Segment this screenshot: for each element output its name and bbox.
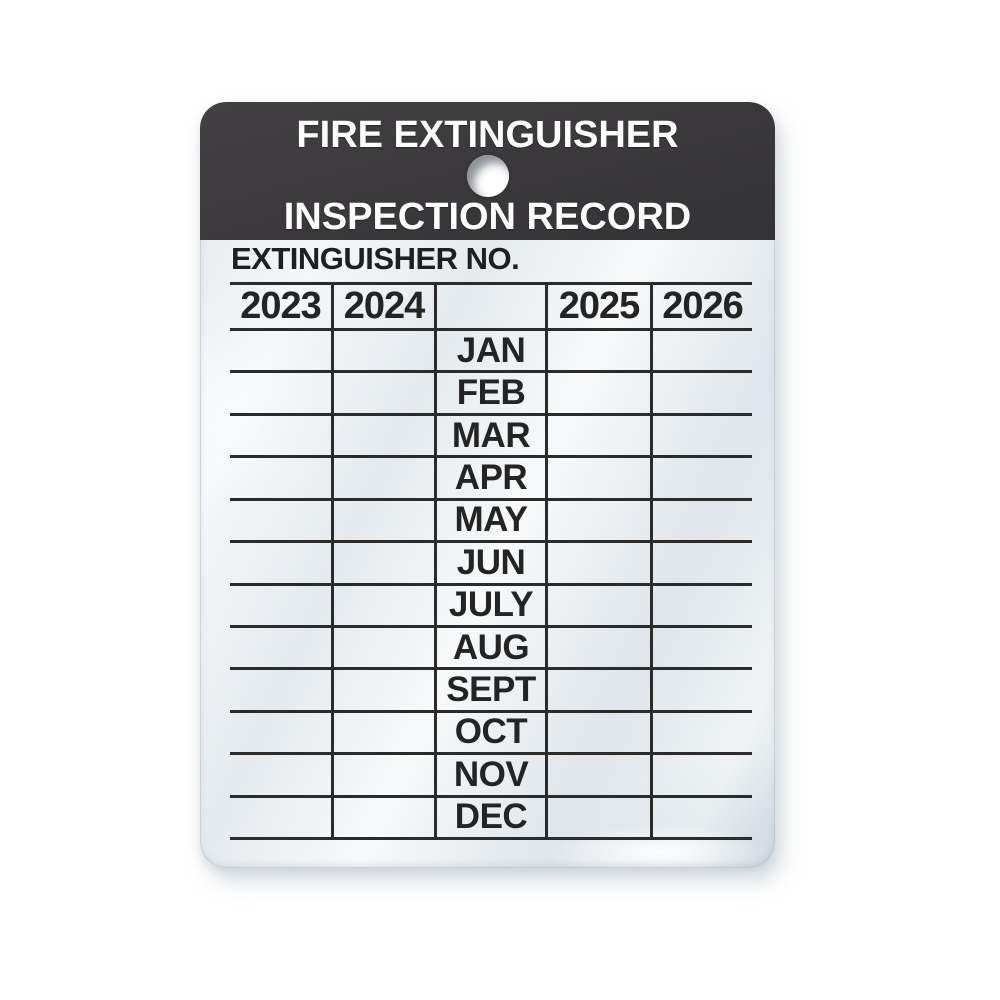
mark-cell: [230, 752, 331, 794]
year-header-cell: 2024: [331, 282, 434, 328]
mark-cell: [650, 540, 752, 583]
mark-cell: [230, 370, 331, 412]
mark-cell: [545, 752, 650, 795]
month-label-cell: MAR: [434, 412, 545, 456]
month-label-cell: FEB: [434, 370, 545, 413]
mark-cell: [650, 412, 752, 456]
extinguisher-no-label: EXTINGUISHER NO.: [231, 241, 520, 276]
mark-cell: [230, 455, 331, 497]
month-label-cell: JUN: [434, 540, 545, 583]
mark-cell: [331, 370, 434, 413]
mark-cell: [650, 582, 752, 625]
mark-cell: [230, 328, 331, 370]
month-label-cell: OCT: [434, 709, 545, 753]
month-label-cell: DEC: [434, 794, 545, 837]
month-label-cell: APR: [434, 455, 545, 498]
year-header-cell: 2025: [545, 282, 650, 328]
inspection-tag: FIRE EXTINGUISHER INSPECTION RECORD EXTI…: [200, 102, 775, 868]
mark-cell: [545, 582, 650, 625]
year-header-cell: 2023: [230, 282, 331, 328]
tag-header: FIRE EXTINGUISHER INSPECTION RECORD: [200, 102, 775, 240]
mark-cell: [545, 370, 650, 413]
punch-hole: [467, 155, 509, 197]
month-label-cell: SEPT: [434, 667, 545, 710]
mark-cell: [650, 667, 752, 710]
month-label-cell: AUG: [434, 624, 545, 668]
mark-cell: [230, 582, 331, 625]
mark-cell: [230, 624, 331, 667]
year-header-cell: 2026: [650, 282, 752, 328]
mark-cell: [545, 497, 650, 541]
mark-cell: [230, 497, 331, 540]
mark-cell: [331, 709, 434, 753]
mark-cell: [230, 412, 331, 455]
mark-cell: [650, 370, 752, 413]
mark-cell: [230, 794, 331, 837]
mark-cell: [650, 497, 752, 541]
mark-cell: [545, 328, 650, 371]
month-label-cell: JAN: [434, 328, 545, 371]
tag-title-line2: INSPECTION RECORD: [283, 196, 692, 238]
mark-cell: [331, 497, 434, 541]
mark-cell: [545, 540, 650, 583]
mark-cell: [545, 412, 650, 456]
mark-cell: [230, 709, 331, 752]
mark-cell: [650, 794, 752, 837]
mark-cell: [331, 455, 434, 498]
mark-cell: [331, 624, 434, 668]
mark-cell: [230, 540, 331, 582]
mark-cell: [545, 624, 650, 668]
mark-cell: [331, 412, 434, 456]
mark-cell: [650, 709, 752, 753]
inspection-table: 2023 2024 2025 2026 JAN FEB MAR APR MAY JUN JULY AU…: [230, 282, 752, 840]
mark-cell: [331, 794, 434, 837]
mark-cell: [650, 624, 752, 668]
mark-cell: [331, 667, 434, 710]
mark-cell: [434, 282, 545, 328]
tag-title-line1: FIRE EXTINGUISHER: [296, 114, 679, 156]
mark-cell: [650, 752, 752, 795]
mark-cell: [545, 455, 650, 498]
mark-cell: [331, 752, 434, 795]
mark-cell: [545, 709, 650, 753]
mark-cell: [545, 794, 650, 837]
mark-cell: [230, 667, 331, 709]
month-label-cell: MAY: [434, 497, 545, 541]
mark-cell: [650, 328, 752, 371]
mark-cell: [650, 455, 752, 498]
mark-cell: [331, 582, 434, 625]
month-label-cell: NOV: [434, 752, 545, 795]
mark-cell: [331, 540, 434, 583]
mark-cell: [545, 667, 650, 710]
mark-cell: [331, 328, 434, 371]
month-label-cell: JULY: [434, 582, 545, 625]
